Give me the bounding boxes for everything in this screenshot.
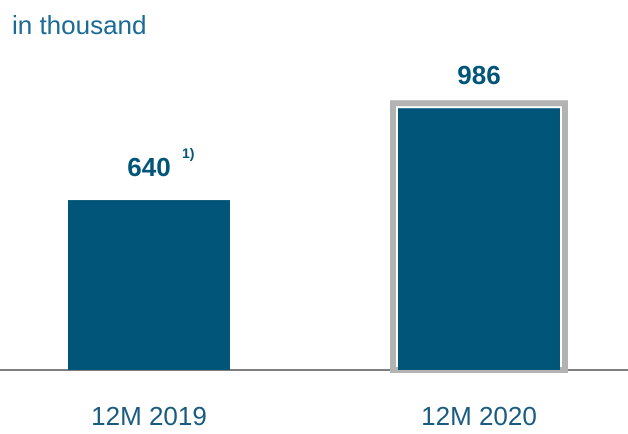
bar (398, 108, 560, 370)
x-tick-label: 12M 2019 (91, 401, 207, 431)
x-tick-label: 12M 2020 (421, 401, 537, 431)
value-label: 986 (457, 60, 500, 90)
chart-subtitle: in thousand (12, 10, 146, 40)
footnote-mark: 1) (182, 145, 194, 161)
value-label: 640 (127, 152, 170, 182)
bar (68, 200, 230, 370)
